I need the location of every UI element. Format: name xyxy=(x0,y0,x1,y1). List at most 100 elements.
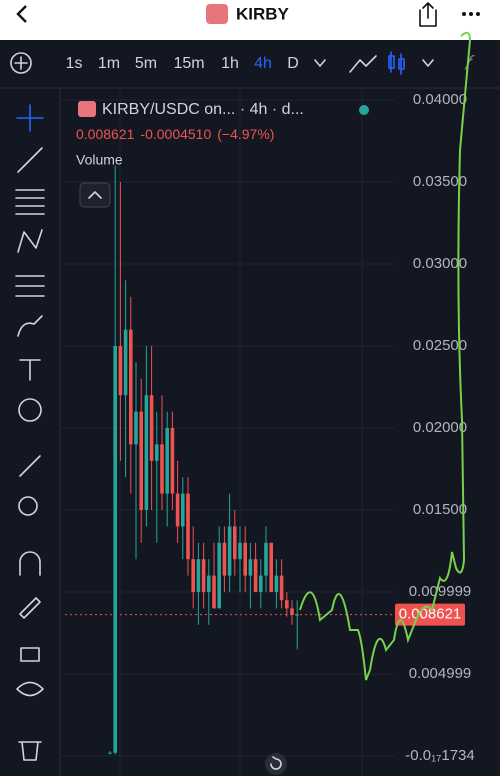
candle-body xyxy=(243,542,247,576)
token-title: KIRBY xyxy=(236,4,290,23)
candle-body xyxy=(238,542,242,560)
candle-body xyxy=(290,608,294,615)
last-price-label: 0.008621 xyxy=(399,606,462,623)
candle-body xyxy=(165,427,169,494)
candle-body xyxy=(160,444,164,494)
hand-drawn-annotation xyxy=(299,31,472,681)
price-tick-label: 0.03500 xyxy=(413,173,467,190)
interval-bar: 1s 1m 5m 15m 1h 4h D xyxy=(66,55,299,72)
candle-body xyxy=(181,493,185,527)
candle-body xyxy=(279,575,284,601)
candle-body xyxy=(191,559,195,592)
reset-button[interactable] xyxy=(265,753,287,775)
projection-tool[interactable] xyxy=(15,275,45,297)
interval-dropdown[interactable] xyxy=(314,59,326,67)
line-style-button[interactable] xyxy=(349,55,377,73)
fib-tool[interactable] xyxy=(15,189,45,215)
price-tick-label: 0.009999 xyxy=(409,583,472,600)
trendline-tool[interactable] xyxy=(17,147,43,173)
legend-logo xyxy=(78,101,96,117)
emoji-tool[interactable] xyxy=(18,398,42,422)
candle-body xyxy=(170,427,175,494)
share-button[interactable] xyxy=(419,2,437,27)
interval-option[interactable]: 4h xyxy=(254,55,272,72)
candle-body xyxy=(217,542,221,609)
candle-body xyxy=(155,444,159,461)
candle-body xyxy=(207,575,211,592)
brush-tool[interactable] xyxy=(17,315,43,337)
lock-tool[interactable] xyxy=(20,647,40,662)
price-tick-label: 0.02000 xyxy=(413,419,467,436)
candle-body xyxy=(129,329,133,445)
plot-area: 0.04000 0.03500 0.03000 0.02500 0.02000 0.015… xyxy=(60,90,475,776)
interval-option[interactable]: 1s xyxy=(66,55,83,72)
status-dot xyxy=(359,105,369,115)
visibility-tool[interactable] xyxy=(16,681,44,697)
interval-option[interactable]: 15m xyxy=(173,55,204,72)
pattern-tool[interactable] xyxy=(17,229,43,253)
candle-body xyxy=(134,411,138,445)
candle-body xyxy=(196,559,201,592)
candle-body xyxy=(139,411,143,510)
reset-icon xyxy=(270,756,282,770)
interval-option[interactable]: 1m xyxy=(98,55,120,72)
price-tick-label: 0.03000 xyxy=(413,255,467,272)
candle-body xyxy=(248,559,253,576)
interval-option[interactable]: 1h xyxy=(221,55,239,72)
last-price-badge xyxy=(395,603,465,626)
candle-body xyxy=(274,575,279,592)
candle-body xyxy=(264,542,268,576)
top-bar xyxy=(0,0,500,40)
ruler-tool[interactable] xyxy=(19,455,41,477)
candle-style-button[interactable] xyxy=(388,51,405,75)
candle-body xyxy=(253,559,258,592)
lock-draw-tool[interactable] xyxy=(19,597,41,619)
candle-body xyxy=(186,493,190,560)
candle-body xyxy=(227,526,232,576)
candle-body xyxy=(285,600,289,609)
delete-tool[interactable] xyxy=(18,741,42,761)
volume-label: Volume xyxy=(76,152,123,168)
zoom-tool[interactable] xyxy=(18,496,38,516)
candle-body xyxy=(113,345,117,753)
more-button[interactable] xyxy=(462,12,480,16)
candle-body xyxy=(149,395,154,461)
price-tick-label: 0.004999 xyxy=(409,665,472,682)
interval-option[interactable]: D xyxy=(287,55,299,72)
candle-body xyxy=(212,575,216,609)
legend-value: 0.008621 xyxy=(76,126,135,142)
magnet-tool[interactable] xyxy=(19,551,41,576)
candle-body xyxy=(123,329,128,396)
drawing-tools xyxy=(15,104,45,761)
back-button[interactable] xyxy=(16,5,27,23)
collapse-button[interactable] xyxy=(79,182,111,208)
text-tool[interactable] xyxy=(19,359,41,381)
style-dropdown[interactable] xyxy=(422,59,434,67)
price-tick-label: -0.0₁₇1734 xyxy=(405,747,474,764)
candle-body xyxy=(118,345,123,396)
candle-body xyxy=(259,575,263,592)
interval-option[interactable]: 5m xyxy=(135,55,157,72)
price-tick-label: 0.01500 xyxy=(413,501,467,518)
indicators-button[interactable]: 𝑓 xyxy=(464,52,475,74)
price-tick-label: 0.02500 xyxy=(413,337,467,354)
candle-body xyxy=(201,559,206,592)
candle-body xyxy=(108,752,112,754)
candle-body xyxy=(269,542,273,592)
candle-body xyxy=(233,526,237,560)
legend-title: KIRBY/USDC on... · 4h · d... xyxy=(102,101,304,118)
candle-body xyxy=(295,614,299,616)
legend-last: 0.008621 -0.0004510 (−4.97%) xyxy=(76,126,274,142)
crosshair-tool[interactable] xyxy=(16,104,44,132)
candle-body xyxy=(222,542,227,576)
collapse-icon xyxy=(88,191,102,199)
add-button[interactable] xyxy=(10,52,32,74)
candle-body xyxy=(144,395,149,510)
legend-value: -0.0004510 xyxy=(140,126,211,142)
legend-value: (−4.97%) xyxy=(217,126,274,142)
candle-body xyxy=(175,493,180,527)
price-tick-label: 0.04000 xyxy=(413,91,467,108)
token-logo xyxy=(206,4,228,24)
